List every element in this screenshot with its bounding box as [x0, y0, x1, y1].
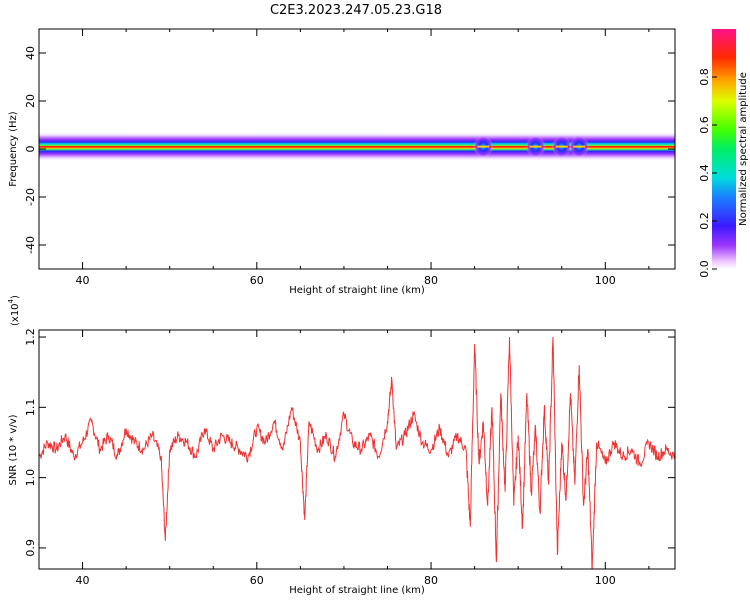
spectrogram-ytick-label: -40: [24, 236, 37, 254]
snr-ytick-label: 1.1: [24, 399, 37, 417]
spectrogram-ytick-label: 40: [24, 46, 37, 60]
spectrogram-xtick-label: 100: [595, 274, 616, 287]
figure-title: C2E3.2023.247.05.23.G18: [270, 3, 442, 18]
colorbar: 0.0 0.2 0.4 0.6 0.8 Normalized spectral ampl…: [698, 29, 749, 278]
snr-multiplier: (x104): [7, 295, 21, 326]
spectrogram-ytick-label: -20: [24, 188, 37, 206]
snr-xtick-label: 60: [250, 574, 264, 587]
spectrogram-ylabel: Frequency (Hz): [8, 111, 19, 187]
colorbar-tick-label: 0.4: [698, 164, 711, 182]
snr-xtick-label: 100: [595, 574, 616, 587]
colorbar-tick-label: 0.2: [698, 212, 711, 230]
spectrogram-ytick-label: 0: [24, 146, 37, 153]
spectrogram-xtick-label: 60: [250, 274, 264, 287]
snr-ylabel: SNR (10 * v/v): [8, 414, 19, 485]
spectrogram-panel: 40 60 80 100 -40 -20 0 20 40 Height of straight …: [8, 28, 676, 296]
snr-xlabel: Height of straight line (km): [289, 585, 425, 596]
spectrogram-xtick-label: 40: [76, 274, 90, 287]
colorbar-gradient: [712, 29, 736, 269]
snr-ytick-label: 0.9: [24, 539, 37, 557]
spectrogram-xlabel: Height of straight line (km): [289, 285, 425, 296]
snr-panel: 40 60 80 100 0.9 1.0 1.1 1.2 Height of straight…: [7, 295, 676, 596]
snr-ytick-label: 1.0: [24, 469, 37, 487]
snr-ytick-label: 1.2: [24, 328, 37, 346]
colorbar-tick-label: 0.0: [698, 260, 711, 278]
spectrogram-ytick-label: 20: [24, 94, 37, 108]
snr-xtick-label: 40: [76, 574, 90, 587]
snr-xtick-label: 80: [424, 574, 438, 587]
snr-frame: [38, 329, 676, 570]
colorbar-tick-label: 0.6: [698, 116, 711, 134]
spectrogram-xtick-label: 80: [424, 274, 438, 287]
snr-series-line: [39, 336, 675, 569]
colorbar-label: Normalized spectral amplitude: [738, 72, 749, 226]
colorbar-tick-label: 0.8: [698, 68, 711, 86]
